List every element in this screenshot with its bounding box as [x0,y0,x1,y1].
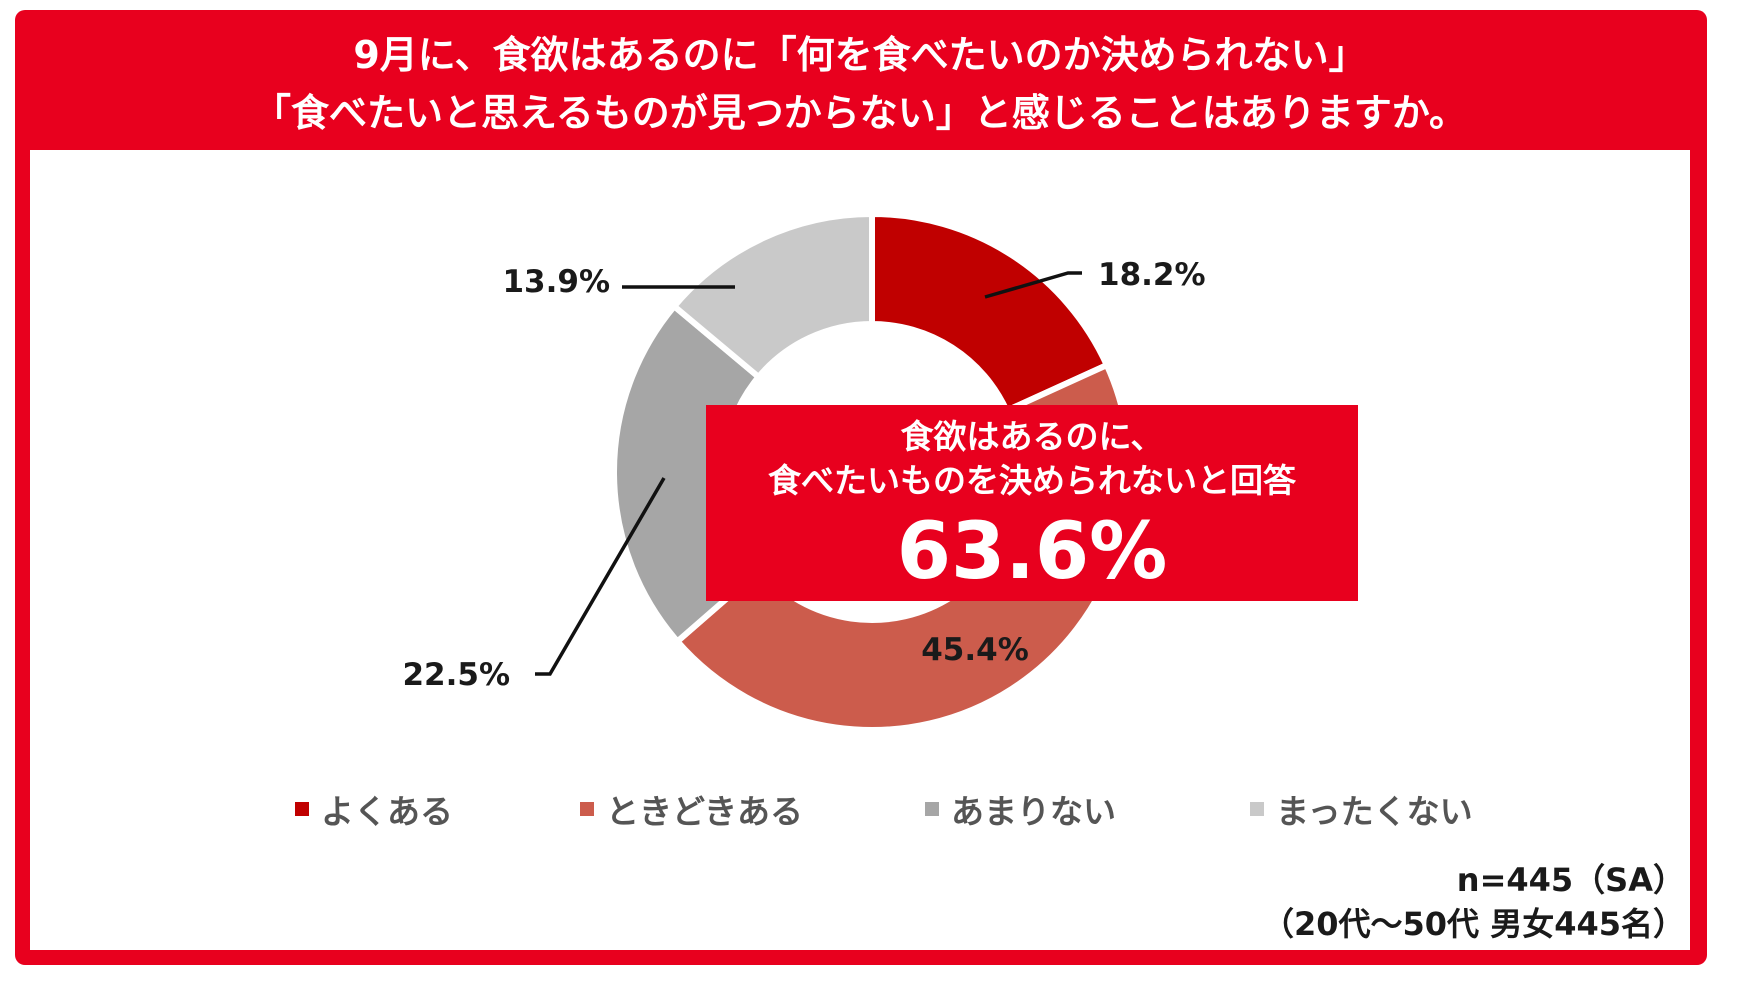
title-line-1: 9月に、食欲はあるのに「何を食べたいのか決められない」 [353,33,1367,77]
chart-legend: よくある ときどきある あまりない まったくない [0,785,1745,835]
legend-label: あまりない [951,792,1116,831]
callout-value: 63.6% [896,507,1168,597]
value-label-amari-nai: 22.5% [402,657,510,693]
leader-line-yoku-aru [984,271,1082,299]
callout-line-1: 食欲はあるのに、 [900,417,1164,456]
legend-swatch [925,802,939,816]
legend-swatch [295,802,309,816]
legend-label: まったくない [1276,792,1473,831]
sample-size: n=445（SA） [1456,861,1685,899]
legend-item-tokidoki-aru: ときどきある [580,785,803,833]
legend-label: よくある [321,792,453,831]
legend-item-mattaku-nai: まったくない [1250,785,1473,833]
legend-item-yoku-aru: よくある [295,785,453,833]
value-label-tokidoki-aru: 45.4% [921,632,1029,668]
value-label-yoku-aru: 18.2% [1098,257,1206,293]
legend-swatch [580,802,594,816]
title-line-2: 「食べたいと思えるものが見つからない」と感じることはありますか。 [252,91,1468,135]
legend-label: ときどきある [606,792,804,831]
slice-mattaku-nai [670,210,875,382]
value-label-mattaku-nai: 13.9% [502,264,610,300]
callout-line-2: 食べたいものを決められないと回答 [768,461,1296,500]
leader-line-amari-nai [535,477,666,676]
slice-yoku-aru [869,210,1111,415]
chart-title: 9月に、食欲はあるのに「何を食べたいのか決められない」 「食べたいと思えるものが… [30,26,1690,142]
sample-description: （20代～50代 男女445名） [1261,905,1685,943]
legend-item-amari-nai: あまりない [925,785,1116,833]
sample-note: n=445（SA） （20代～50代 男女445名） [1262,858,1685,946]
highlight-callout: 食欲はあるのに、 食べたいものを決められないと回答 63.6% [706,405,1358,601]
legend-swatch [1250,802,1264,816]
